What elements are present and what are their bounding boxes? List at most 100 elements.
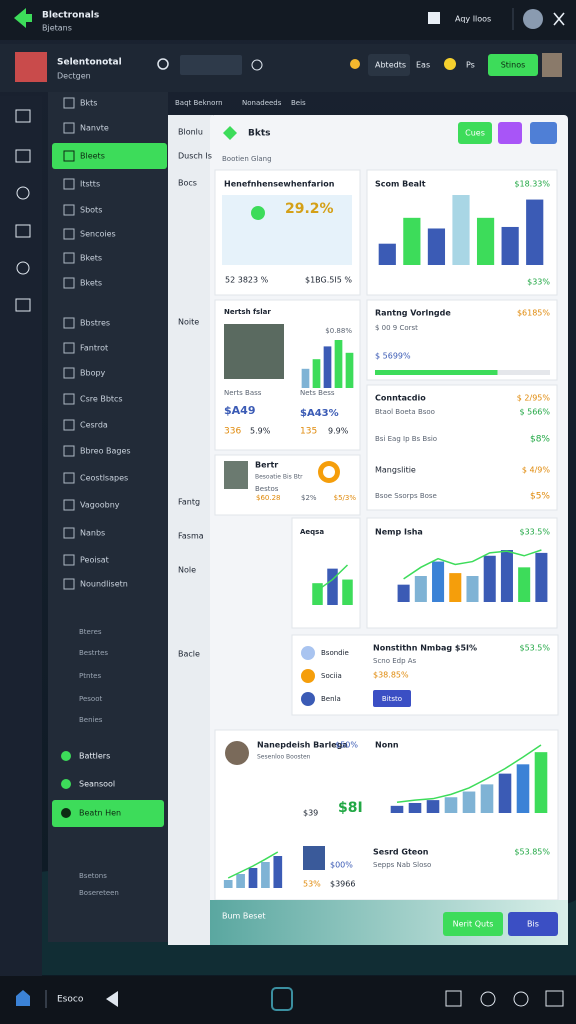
icon[interactable] [16,186,30,200]
button-label: Cues [465,129,485,138]
close[interactable] [553,12,565,26]
menu-item[interactable]: Nanvte [80,124,109,133]
menu-item[interactable]: Bleets [80,152,105,161]
photo [303,846,325,870]
active-item[interactable] [52,143,167,169]
icon[interactable] [15,109,31,123]
menu-item[interactable]: Bosereteen [79,889,119,897]
icon[interactable] [444,58,456,70]
button[interactable] [443,912,503,936]
menu-subitem[interactable]: Benies [79,716,103,724]
icon[interactable] [350,59,360,69]
tab[interactable] [368,54,410,76]
back-panel [168,115,213,945]
bar [501,226,519,265]
home[interactable] [16,990,30,1006]
label: $A43% [300,408,339,419]
menu-subitem[interactable]: Bteres [79,628,102,636]
search[interactable] [157,58,169,70]
label: $6185% [517,309,550,318]
menu-item[interactable]: Itstts [80,180,100,189]
menu-item[interactable]: Bbopy [80,369,106,378]
tab[interactable]: Abtedts [375,61,406,70]
trend-line [403,549,542,580]
breadcrumb[interactable]: Nonadeeds [242,99,282,107]
menu-item[interactable]: Seansool [79,780,115,789]
label: $60.28 [256,494,281,502]
menu-item[interactable]: Beatn Hen [79,809,121,818]
menu-item[interactable]: Bbreo Bages [80,447,131,456]
icon[interactable] [445,990,462,1007]
icon[interactable] [15,224,31,238]
back[interactable] [106,991,118,1007]
avatar[interactable] [523,9,543,29]
menu-item[interactable]: Cesrda [80,421,108,430]
bar [248,868,258,888]
menu-icon [63,150,75,162]
bar [427,228,446,265]
icon[interactable] [16,261,30,275]
button[interactable] [488,54,538,76]
active-item[interactable] [52,800,164,827]
menu-item[interactable]: Bbstres [80,319,110,328]
label: Scom Bealt [375,180,426,189]
menu-item[interactable]: Battlers [79,752,110,761]
menu-item[interactable]: Nanbs [80,529,105,538]
icon[interactable] [251,59,263,71]
menu-item[interactable]: Vagoobny [80,501,120,510]
avatar [15,52,47,82]
icon[interactable] [428,12,440,24]
menu-item[interactable]: Bkts [80,99,97,108]
icon[interactable] [480,991,496,1007]
label: Mangslitie [375,466,416,475]
label: Nets Bess [300,389,335,397]
menu-item[interactable]: Bkets [80,279,102,288]
menu-item[interactable]: Ceostlsapes [80,474,128,483]
label: $50% [335,741,358,750]
tab[interactable]: Eas [416,61,430,70]
label: 29.2% [285,201,334,217]
label: Aeqsa [300,528,324,536]
menu-icon [63,499,75,511]
label: $18.33% [514,180,550,189]
button[interactable] [530,122,557,144]
label: 336 [224,427,241,437]
icon[interactable] [545,990,564,1007]
tab[interactable]: Ps [466,61,475,70]
label: 53% [303,880,321,889]
button[interactable] [373,690,411,707]
menu-subitem[interactable]: Bestrtes [79,649,108,657]
breadcrumb[interactable]: Baqt Beknorn [175,99,223,107]
bar [500,550,513,602]
menu-item[interactable]: Peoisat [80,556,109,565]
icon[interactable] [513,991,529,1007]
label: 9.9% [328,427,349,436]
button[interactable] [498,122,522,144]
map [222,195,352,265]
button[interactable] [508,912,558,936]
button[interactable] [458,122,492,144]
bar [449,573,462,602]
menu-item[interactable]: Noundlisetn [80,580,128,589]
label: Nonn [375,741,399,750]
label: $0.88% [325,327,352,335]
icon[interactable] [15,298,31,312]
dropdown[interactable] [180,55,242,75]
bar [301,368,310,388]
icon[interactable] [15,149,31,163]
app[interactable] [271,987,293,1011]
menu-subitem[interactable]: Pesoot [79,695,102,703]
menu-item[interactable]: Bkets [80,254,102,263]
menu-item[interactable]: Sencoies [80,230,116,239]
menu-icon [63,277,75,289]
menu-item[interactable]: Bsetons [79,872,107,880]
menu-subitem[interactable]: Ptntes [79,672,101,680]
breadcrumb[interactable]: Beis [291,99,306,107]
menu-item[interactable]: Sbots [80,206,102,215]
menu-item[interactable]: Fantrot [80,344,108,353]
back-panel-text: Fasma [178,532,204,541]
bar [334,340,343,388]
menu-item[interactable]: Csre Bbtcs [80,395,123,404]
bar [476,217,495,265]
